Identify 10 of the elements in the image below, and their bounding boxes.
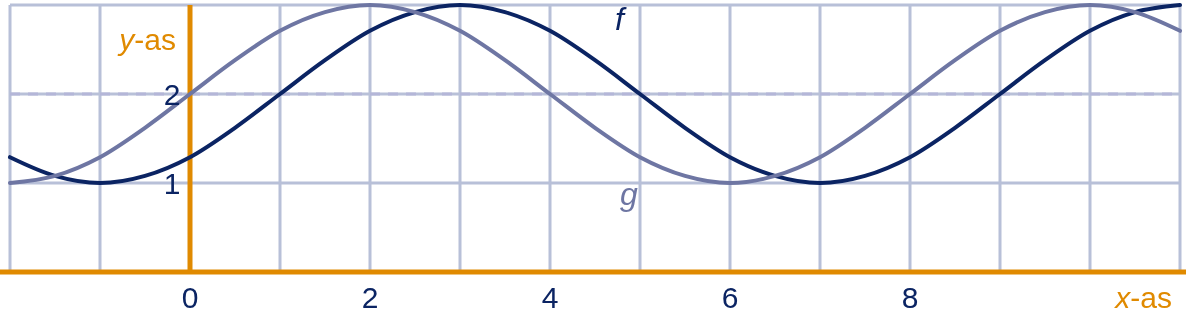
x-tick-label: 8 <box>901 281 919 314</box>
x-tick-label: 6 <box>721 281 739 314</box>
series-label: f <box>615 1 627 38</box>
x-tick-label: 2 <box>361 281 379 314</box>
x-tick-label: 4 <box>541 281 559 314</box>
x-axis-title: x-as <box>1113 281 1172 314</box>
series-label: g <box>620 176 638 213</box>
x-tick-label: 0 <box>181 281 199 314</box>
y-axis-title: y-as <box>117 23 176 56</box>
y-tick-label: 1 <box>163 166 181 200</box>
